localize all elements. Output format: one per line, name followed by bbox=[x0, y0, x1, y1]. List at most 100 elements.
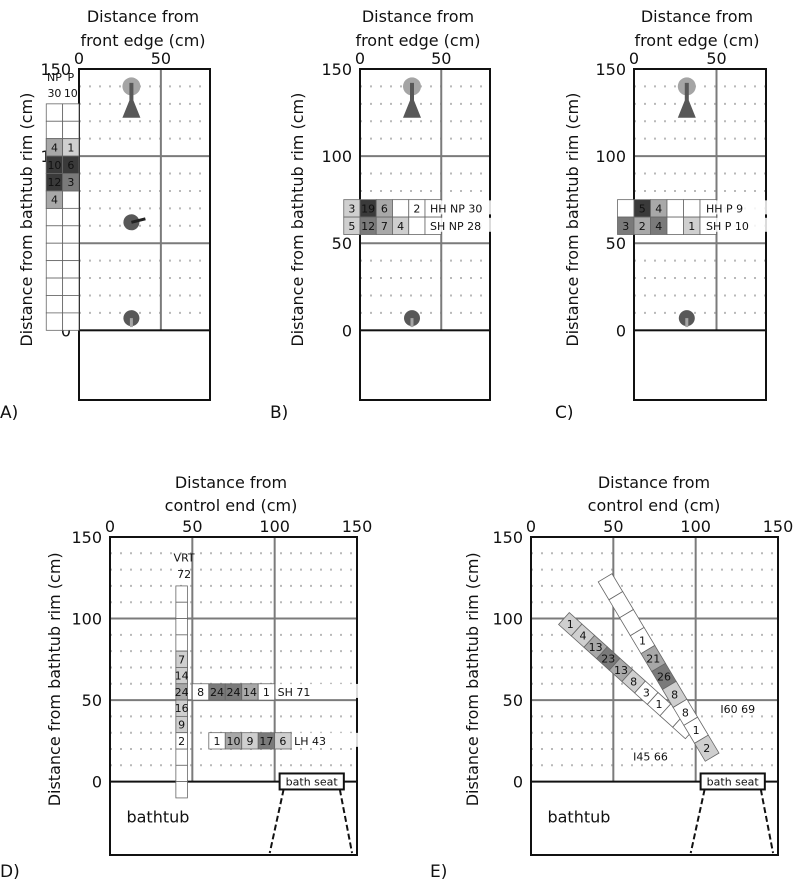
y-tick-label: 150 bbox=[321, 60, 352, 79]
bath-seat-box bbox=[699, 772, 766, 791]
heat-cell-value: 4 bbox=[655, 220, 662, 233]
x-tick-label: 50 bbox=[603, 517, 623, 536]
panel-b: Distance from front edge (cm) B) Distance f… bbox=[270, 7, 500, 423]
grid-cell bbox=[62, 260, 80, 279]
grid-cell bbox=[175, 618, 188, 636]
heat-cell-value: 3 bbox=[67, 176, 74, 189]
heat-cell-value: 10 bbox=[227, 735, 241, 748]
heat-cell-value: 4 bbox=[579, 630, 586, 643]
heat-cell-value: 5 bbox=[639, 202, 646, 215]
heat-cell-value: 3 bbox=[348, 202, 355, 215]
heat-cell bbox=[666, 216, 684, 235]
heat-cell-value: 8 bbox=[671, 688, 678, 701]
heat-cell-value: 8 bbox=[630, 675, 637, 688]
heat-cell bbox=[683, 199, 701, 218]
panel-title-line-1: Distance from bbox=[175, 473, 287, 492]
heat-cell-value: 6 bbox=[279, 735, 286, 748]
heat-cell-value: 9 bbox=[178, 719, 185, 732]
y-axis-label: Distance from bathtub rim (cm) bbox=[288, 93, 307, 347]
bathtub-label: bathtub bbox=[547, 807, 610, 826]
heat-cell-value: 26 bbox=[657, 670, 671, 683]
heat-cell-value: 1 bbox=[656, 698, 663, 711]
bath-seat-label: bath seat bbox=[286, 775, 339, 788]
grid-cell bbox=[45, 225, 64, 244]
panel-title-line-1: Distance from bbox=[641, 7, 753, 26]
y-tick-label: 0 bbox=[616, 321, 626, 340]
heat-cell bbox=[694, 734, 720, 762]
y-axis-label: Distance from bathtub rim (cm) bbox=[463, 552, 482, 806]
heat-cell-value: 1 bbox=[214, 735, 221, 748]
shower-cone-icon bbox=[122, 82, 141, 118]
grid-cell bbox=[62, 207, 80, 227]
heat-cell-value: 2 bbox=[178, 735, 185, 748]
grid-cell bbox=[45, 103, 64, 122]
seat-leg-right bbox=[338, 789, 354, 854]
y-tick-label: 150 bbox=[40, 60, 71, 79]
grid-cell bbox=[62, 103, 80, 122]
x-tick-label: 50 bbox=[151, 49, 171, 68]
panel-title-line-1: Distance from bbox=[87, 7, 199, 26]
heat-cell-value: 12 bbox=[361, 220, 375, 233]
y-tick-label: 100 bbox=[71, 610, 102, 629]
y-tick-label: 50 bbox=[82, 691, 102, 710]
bathtub-label: bathtub bbox=[126, 807, 189, 826]
handheld-handle-icon bbox=[131, 217, 146, 224]
y-tick-label: 100 bbox=[595, 147, 626, 166]
y-tick-label: 150 bbox=[492, 528, 523, 547]
heat-cell-value: 1 bbox=[639, 635, 646, 648]
grid-cell bbox=[62, 120, 80, 140]
y-tick-label: 50 bbox=[332, 234, 352, 253]
bathtub-box bbox=[78, 329, 211, 402]
row-label: HH NP 30 bbox=[430, 202, 482, 215]
seat-leg-left bbox=[268, 789, 285, 854]
y-tick-label: 0 bbox=[92, 773, 102, 792]
heat-cell bbox=[257, 683, 276, 701]
grid-cell bbox=[45, 295, 64, 314]
y-tick-label: 50 bbox=[606, 234, 626, 253]
y-tick-label: 150 bbox=[595, 60, 626, 79]
grid-cell bbox=[175, 585, 188, 603]
heat-cell bbox=[617, 199, 635, 218]
grid-cell bbox=[175, 764, 188, 783]
grid-cell bbox=[45, 242, 64, 262]
y-tick-label: 100 bbox=[492, 610, 523, 629]
heat-cell-value: 1 bbox=[67, 141, 74, 154]
drain-stem-icon bbox=[410, 318, 414, 328]
y-axis-label: Distance from bathtub rim (cm) bbox=[563, 93, 582, 347]
grid-cell bbox=[45, 207, 64, 227]
heat-cell-value: 12 bbox=[47, 176, 61, 189]
bath-seat-box bbox=[278, 772, 345, 791]
y-tick-label: 0 bbox=[342, 321, 352, 340]
panel-c: Distance from front edge (cm) C) Distance f… bbox=[555, 7, 776, 423]
heat-cell-value: 1 bbox=[567, 618, 574, 631]
bathtub-box bbox=[633, 329, 767, 402]
heat-cell-value: 10 bbox=[47, 159, 61, 172]
panel-title-line-1: Distance from bbox=[362, 7, 474, 26]
row-label-backing bbox=[428, 217, 500, 232]
seat-leg-left bbox=[689, 789, 706, 854]
vertical-bar-count: 72 bbox=[177, 568, 191, 581]
x-tick-label: 150 bbox=[342, 517, 373, 536]
column-count: 30 bbox=[47, 87, 61, 100]
grid-cell bbox=[62, 277, 80, 296]
panel-letter: E) bbox=[430, 862, 447, 882]
heat-cell-value: 3 bbox=[622, 220, 629, 233]
heat-cell-value: 1 bbox=[263, 686, 270, 699]
heat-cell bbox=[392, 199, 410, 218]
heat-cell-value: 8 bbox=[682, 706, 689, 719]
row-label-backing bbox=[275, 683, 367, 698]
heat-cell-value: 5 bbox=[348, 220, 355, 233]
heat-cell-value: 4 bbox=[51, 194, 58, 207]
grid-cell bbox=[62, 295, 80, 314]
heat-cell-value: 4 bbox=[397, 220, 404, 233]
vertical-bar-label: VRT bbox=[174, 551, 195, 564]
heat-cell-value: 1 bbox=[693, 724, 700, 737]
panel-title-line-2: front edge (cm) bbox=[355, 31, 480, 50]
heat-cell-value: 8 bbox=[197, 686, 204, 699]
column-label: NP bbox=[47, 71, 62, 84]
panel-title-line-2: control end (cm) bbox=[588, 496, 721, 515]
y-axis-label: Distance from bathtub rim (cm) bbox=[45, 552, 64, 806]
panel-title-line-2: front edge (cm) bbox=[80, 31, 205, 50]
row-label: SH NP 28 bbox=[430, 220, 481, 233]
